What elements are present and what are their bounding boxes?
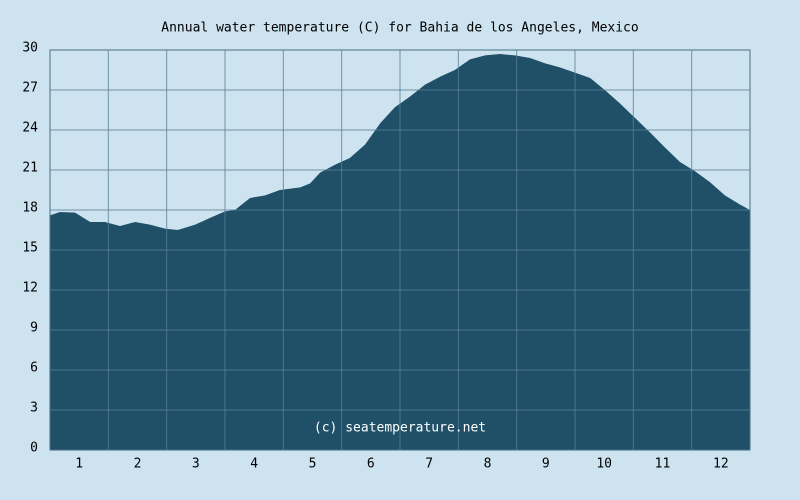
- x-tick-label: 8: [484, 457, 492, 472]
- y-tick-label: 6: [30, 361, 38, 376]
- y-tick-label: 9: [30, 321, 38, 336]
- plot-frame: [49, 49, 751, 451]
- y-tick-label: 24: [22, 121, 38, 136]
- x-tick-label: 2: [134, 457, 142, 472]
- x-tick-label: 3: [192, 457, 200, 472]
- x-tick-label: 7: [425, 457, 433, 472]
- chart-title: Annual water temperature (C) for Bahia d…: [161, 21, 638, 36]
- y-tick-label: 30: [22, 41, 38, 56]
- x-tick-label: 10: [596, 457, 612, 472]
- x-tick-label: 11: [655, 457, 671, 472]
- x-tick-label: 5: [309, 457, 317, 472]
- y-tick-label: 18: [22, 201, 38, 216]
- annotation: (c) seatemperature.net: [314, 421, 486, 436]
- y-tick-label: 12: [22, 281, 38, 296]
- y-tick-label: 21: [22, 161, 38, 176]
- y-tick-label: 3: [30, 401, 38, 416]
- y-tick-label: 15: [22, 241, 38, 256]
- x-tick-label: 9: [542, 457, 550, 472]
- x-tick-label: 4: [250, 457, 258, 472]
- x-tick-label: 12: [713, 457, 729, 472]
- y-tick-label: 0: [30, 441, 38, 456]
- x-tick-label: 6: [367, 457, 375, 472]
- y-tick-label: 27: [22, 81, 38, 96]
- x-tick-label: 1: [75, 457, 83, 472]
